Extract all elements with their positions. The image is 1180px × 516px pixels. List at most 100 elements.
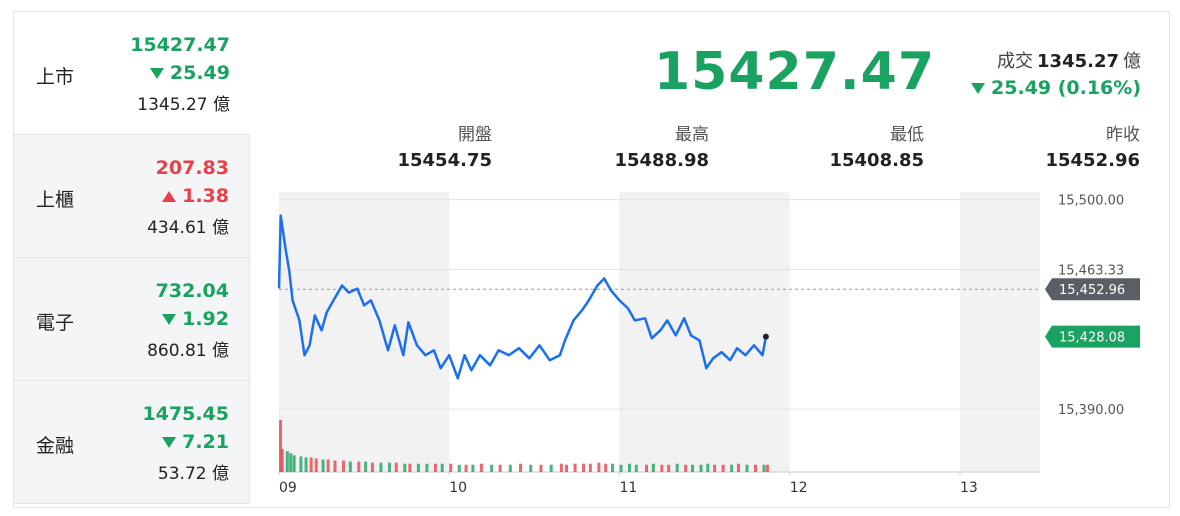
market-volume: 1345.27 億 — [137, 95, 230, 115]
volume-bar — [285, 451, 289, 472]
turnover-label: 成交 — [997, 51, 1034, 72]
last-badge-label: 15,428.08 — [1059, 331, 1125, 346]
volume-bar — [549, 464, 553, 472]
x-tick-label: 10 — [449, 480, 467, 496]
volume-bar — [471, 464, 475, 472]
market-item[interactable]: 電子 732.04 1.92 860.81 億 — [14, 258, 250, 381]
turnover-value: 1345.27 — [1037, 51, 1119, 72]
volume-bar — [519, 463, 523, 472]
volume-bar — [416, 463, 420, 472]
reference-badge — [1045, 278, 1140, 301]
turnover-unit: 億 — [1123, 51, 1141, 72]
volume-bar — [645, 464, 649, 472]
volume-bar — [370, 462, 374, 472]
volume-bar — [628, 463, 632, 472]
volume-bar — [721, 464, 725, 472]
volume-bar — [457, 464, 461, 472]
market-change: 25.49 — [149, 62, 230, 84]
volume-bar — [289, 453, 293, 472]
arrow-down — [162, 437, 177, 448]
volume-bar — [753, 464, 757, 472]
volume-bar — [433, 463, 437, 472]
volume-bar — [690, 464, 694, 472]
volume-bar — [604, 463, 608, 472]
volume-bar — [408, 463, 412, 472]
volume-bar — [498, 464, 502, 472]
volume-bar — [539, 464, 543, 472]
volume-bar — [425, 463, 429, 472]
last-point — [762, 333, 769, 340]
volume-bar — [387, 462, 391, 472]
volume-bar — [634, 464, 638, 472]
market-price: 15427.47 — [130, 34, 230, 56]
volume-bar — [490, 464, 494, 472]
y-tick-label: 15,390.00 — [1058, 403, 1124, 418]
quote-price: 15427.47 — [653, 42, 935, 102]
market-name: 上櫃 — [36, 189, 75, 211]
volume-bar — [326, 459, 330, 472]
stat-value: 15454.75 — [397, 150, 492, 171]
volume-bar — [559, 463, 563, 472]
stat-value: 15408.85 — [829, 150, 924, 171]
market-item[interactable]: 金融 1475.45 7.21 53.72 億 — [14, 381, 250, 504]
session-band — [619, 192, 790, 472]
volume-bar — [762, 464, 766, 472]
volume-bar — [582, 463, 586, 472]
volume-bar — [304, 457, 308, 472]
session-band — [279, 192, 450, 472]
volume-bar — [357, 461, 361, 472]
price-line — [277, 214, 768, 380]
arrow-down — [149, 68, 164, 79]
volume-bar — [573, 463, 577, 472]
market-item[interactable]: 上市 15427.47 25.49 1345.27 億 — [14, 12, 250, 135]
market-change: 1.38 — [162, 185, 229, 207]
reference-badge-label: 15,452.96 — [1059, 283, 1125, 298]
volume-bar — [292, 455, 296, 472]
market-volume: 860.81 億 — [147, 341, 229, 361]
y-tick-label: 15,500.00 — [1058, 194, 1124, 209]
volume-bar — [508, 464, 512, 472]
market-change: 1.92 — [162, 308, 229, 330]
y-tick-label: 15,463.33 — [1058, 263, 1124, 278]
volume-bar — [565, 464, 569, 472]
volume-bar — [730, 464, 734, 472]
volume-bar — [309, 457, 313, 472]
volume-bar — [667, 464, 671, 472]
x-tick-label: 12 — [790, 480, 808, 496]
volume-bar — [341, 460, 345, 472]
stat-label: 最低 — [890, 125, 924, 145]
market-price: 1475.45 — [142, 403, 229, 425]
x-tick-label: 09 — [279, 480, 297, 496]
arrow-down — [971, 83, 985, 94]
volume-bar — [479, 463, 483, 472]
volume-bar — [403, 463, 407, 472]
volume-bar — [348, 461, 352, 472]
arrow-down — [162, 314, 177, 325]
stat-label: 開盤 — [458, 125, 492, 145]
stat-value: 15488.98 — [614, 150, 709, 171]
arrow-up — [162, 191, 177, 202]
volume-bar — [379, 462, 383, 472]
volume-bar — [745, 464, 749, 472]
stat-label: 昨收 — [1106, 125, 1140, 145]
volume-bar — [706, 463, 710, 472]
volume-bar — [529, 464, 533, 472]
market-change: 7.21 — [162, 431, 229, 453]
turnover: 成交 1345.27 億 — [997, 47, 1141, 73]
volume-bar — [333, 460, 337, 472]
stat-value: 15452.96 — [1045, 150, 1140, 171]
market-item[interactable]: 上櫃 207.83 1.38 434.61 億 — [14, 135, 250, 258]
market-name: 電子 — [36, 312, 75, 334]
market-volume: 53.72 億 — [157, 464, 229, 484]
quote-change: 25.49 (0.16%) — [971, 77, 1141, 99]
volume-bar — [299, 456, 303, 472]
widget: 上市 15427.47 25.49 1345.27 億上櫃 207.83 1.38 434.… — [13, 11, 1170, 508]
volume-bar — [464, 464, 468, 472]
volume-bar — [280, 449, 284, 472]
volume-bar — [675, 463, 679, 472]
volume-bar — [619, 464, 623, 472]
volume-bar — [588, 463, 592, 472]
market-name: 金融 — [36, 435, 75, 457]
x-tick-label: 11 — [619, 480, 637, 496]
volume-bar — [684, 464, 688, 472]
